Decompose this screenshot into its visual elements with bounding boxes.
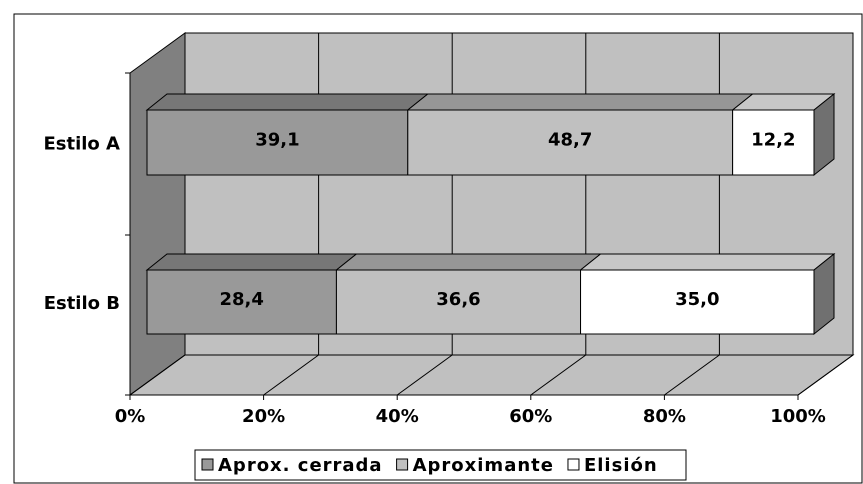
side-wall (129, 32, 186, 396)
value-label: 39,1 (255, 130, 299, 151)
legend-label: Elisión (584, 455, 658, 476)
category-label: Estilo B (44, 293, 120, 314)
bar-segment (146, 109, 409, 176)
bar-top (145, 253, 358, 271)
grid-line (797, 354, 854, 396)
grid-line (129, 354, 186, 396)
bar-segment (407, 109, 734, 176)
value-label: 12,2 (751, 130, 795, 151)
bar-top (145, 93, 430, 111)
grid-line (664, 354, 720, 396)
grid-line (530, 354, 587, 396)
value-label: 28,4 (220, 289, 264, 310)
value-label: 36,6 (436, 289, 480, 310)
x-tick-label: 60% (509, 406, 552, 427)
bar-top (406, 93, 755, 111)
bar-top (579, 253, 836, 271)
floor (128, 354, 855, 396)
bar-segment (732, 109, 815, 176)
grid-line (263, 354, 319, 396)
x-tick-label: 80% (643, 406, 686, 427)
bar-segment (146, 269, 337, 335)
category-label: Estilo A (43, 134, 120, 155)
legend-box (194, 449, 687, 481)
bar-segment (335, 269, 582, 335)
bar-segment (580, 269, 815, 335)
grid-line (396, 354, 453, 396)
legend-label: Aproximante (413, 455, 554, 476)
bar-top (335, 253, 602, 271)
legend-label: Aprox. cerrada (218, 455, 383, 476)
x-tick-label: 40% (376, 406, 419, 427)
x-tick-label: 0% (115, 406, 146, 427)
legend-swatch (567, 458, 580, 471)
value-label: 48,7 (548, 130, 592, 151)
value-label: 35,0 (675, 289, 719, 310)
legend-swatch (201, 458, 214, 471)
x-tick-label: 100% (770, 406, 826, 427)
legend-swatch (396, 458, 409, 471)
x-tick-label: 20% (242, 406, 285, 427)
